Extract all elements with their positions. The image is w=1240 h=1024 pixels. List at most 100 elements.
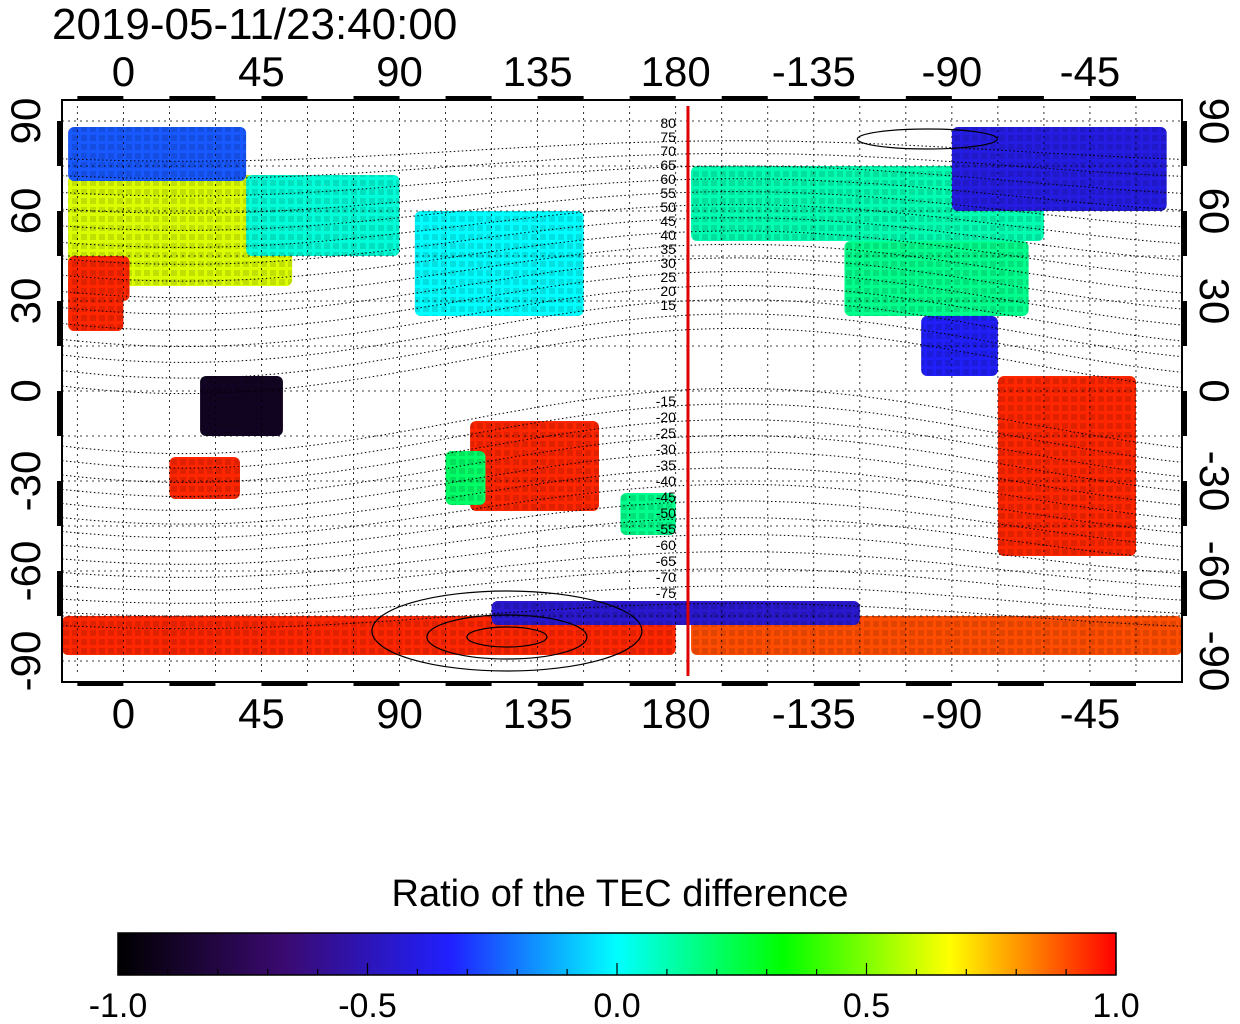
contour-label-south: -40 — [656, 473, 676, 489]
contour-line — [62, 419, 1182, 483]
data-region-texture-north-america — [844, 241, 1029, 316]
contour-label-north: 45 — [660, 213, 676, 229]
contour-line — [62, 284, 1182, 348]
y-tick-label-right: -30 — [1191, 451, 1238, 512]
frame-bar-bottom — [261, 681, 308, 686]
data-region-texture-antarctic-east — [62, 616, 676, 655]
y-tick-label-left: -90 — [2, 631, 49, 692]
frame-bar-bottom — [813, 681, 860, 686]
contour-label-south: -20 — [656, 409, 676, 425]
y-tick-label-right: 0 — [1191, 379, 1238, 402]
frame-bar-top — [537, 96, 584, 101]
frame-bar-bottom — [169, 681, 216, 686]
tec-data-layer — [62, 127, 1182, 655]
contour-label-south: -50 — [656, 505, 676, 521]
colorbar: -1.0 -0.5 0.0 0.5 1.0 — [89, 932, 1140, 1024]
data-region-texture-new-zealand — [620, 493, 676, 535]
frame-bar-bottom — [721, 681, 768, 686]
y-tick-label-right: 30 — [1191, 278, 1238, 325]
lat-lon-grid — [62, 106, 1182, 676]
x-tick-label-bottom: 180 — [641, 690, 711, 737]
contour-label-north: 80 — [660, 115, 676, 131]
contour-line — [62, 403, 1182, 469]
frame-bar-left — [57, 211, 62, 256]
contour-line — [62, 152, 1182, 180]
contour-label-south: -15 — [656, 393, 676, 409]
y-tick-label-left: -30 — [2, 451, 49, 512]
x-tick-label-bottom: -45 — [1060, 690, 1121, 737]
contour-line — [62, 534, 1182, 578]
frame-bar-bottom — [905, 681, 952, 686]
contour-label-south: -35 — [656, 457, 676, 473]
frame-bar-bottom — [1089, 681, 1136, 686]
contour-label-north: 35 — [660, 241, 676, 257]
frame-bar-left — [57, 481, 62, 526]
colorbar-tick-label: 0.0 — [593, 987, 640, 1024]
x-tick-label-top: 0 — [112, 48, 135, 95]
frame-bar-top — [721, 96, 768, 101]
contour-label-south: -55 — [656, 521, 676, 537]
frame-bar-bottom — [997, 681, 1044, 686]
contour-line — [62, 313, 1182, 379]
frame-bar-top — [813, 96, 860, 101]
data-region-texture-arctic-canada — [951, 127, 1167, 211]
contour-label-north: 20 — [660, 283, 676, 299]
contour-label-south: -45 — [656, 489, 676, 505]
map-timestamp: 2019-05-11/23:40:00 — [52, 0, 458, 49]
tec-ratio-map: 0045459090135135180180-135-135-90-90-45-… — [2, 48, 1238, 737]
contour-label-north: 15 — [660, 297, 676, 313]
contour-label-north: 50 — [660, 199, 676, 215]
frame-bar-bottom — [445, 681, 492, 686]
polar-contour — [371, 590, 643, 672]
frame-bar-bottom — [629, 681, 676, 686]
x-tick-label-bottom: 45 — [238, 690, 285, 737]
contour-label-north: 30 — [660, 255, 676, 271]
colorbar-title: Ratio of the TEC difference — [391, 873, 849, 915]
contour-label-south: -60 — [656, 537, 676, 553]
axis-tick-labels: 0045459090135135180180-135-135-90-90-45-… — [2, 48, 1238, 737]
contour-line — [62, 140, 1182, 162]
data-region-texture-central-america — [921, 316, 998, 376]
data-region-texture-east-asia — [414, 211, 584, 316]
contour-label-north: 55 — [660, 185, 676, 201]
data-region-texture-scandinavia-arctic — [68, 127, 247, 181]
contour-label-north: 60 — [660, 171, 676, 187]
frame-bar-top — [261, 96, 308, 101]
frame-bar-top — [353, 96, 400, 101]
contour-line — [62, 602, 1182, 630]
frame-bar-bottom — [353, 681, 400, 686]
frame-bar-top — [629, 96, 676, 101]
data-region-texture-australia-west-margin — [445, 451, 486, 505]
data-region-texture-west-africa — [68, 277, 124, 331]
y-tick-label-right: -60 — [1191, 541, 1238, 602]
frame-bar-right — [1182, 391, 1187, 436]
frame-bar-left — [57, 571, 62, 616]
y-tick-label-left: 60 — [2, 188, 49, 235]
colorbar-ticks: -1.0 -0.5 0.0 0.5 1.0 — [89, 963, 1140, 1024]
contour-label-south: -75 — [656, 585, 676, 601]
contour-line — [62, 517, 1182, 565]
contour-label-north: 25 — [660, 269, 676, 285]
y-tick-label-right: -90 — [1191, 631, 1238, 692]
frame-bar-top — [77, 96, 124, 101]
frame-bar-top — [905, 96, 952, 101]
x-tick-label-top: 180 — [641, 48, 711, 95]
data-region-texture-southern-ocean-band — [491, 601, 860, 625]
x-tick-label-top: -135 — [772, 48, 856, 95]
y-tick-label-right: 90 — [1191, 98, 1238, 145]
x-tick-label-top: 90 — [376, 48, 423, 95]
contour-label-north: 70 — [660, 143, 676, 159]
contour-line — [62, 387, 1182, 455]
x-tick-label-top: -90 — [922, 48, 983, 95]
contour-line — [62, 178, 1182, 214]
y-tick-label-right: 60 — [1191, 188, 1238, 235]
x-tick-label-top: 45 — [238, 48, 285, 95]
frame-bar-top — [169, 96, 216, 101]
frame-bar-top — [1089, 96, 1136, 101]
frame-bar-top — [445, 96, 492, 101]
contour-label-south: -30 — [656, 441, 676, 457]
colorbar-tick-label: 1.0 — [1092, 987, 1139, 1024]
x-tick-label-bottom: 135 — [503, 690, 573, 737]
colorbar-tick-label: -1.0 — [89, 987, 148, 1024]
frame-bar-right — [1182, 211, 1187, 256]
